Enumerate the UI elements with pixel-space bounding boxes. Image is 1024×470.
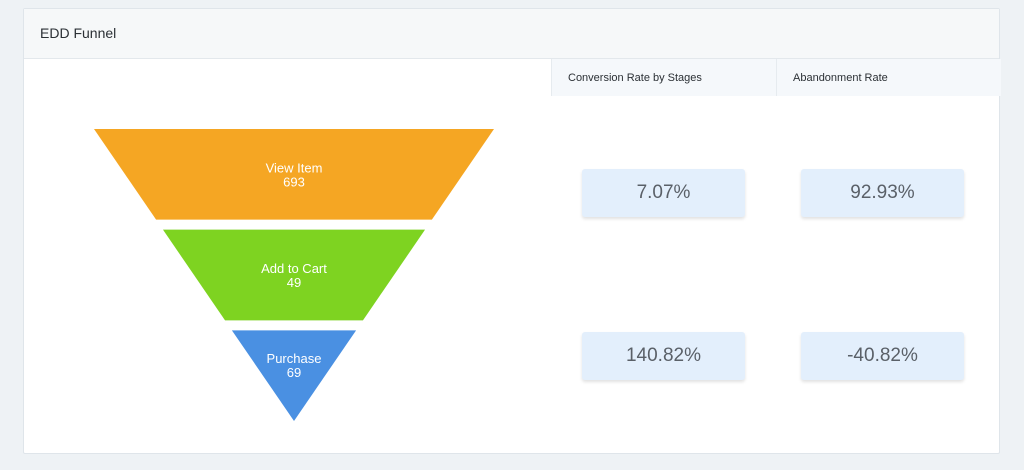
abandonment-rate-stage-1: 92.93% bbox=[801, 169, 964, 217]
funnel-stage-label: View Item bbox=[266, 160, 323, 175]
funnel-stage-label: Add to Cart bbox=[261, 261, 327, 276]
funnel-stage-value: 49 bbox=[287, 275, 301, 290]
funnel-card: EDD Funnel View Item 693 Add to Cart 49 Purc… bbox=[23, 8, 1001, 454]
funnel-stage-add-to-cart bbox=[162, 229, 426, 321]
card-header: EDD Funnel bbox=[24, 9, 999, 59]
abandonment-rate-stage-2: -40.82% bbox=[801, 332, 964, 380]
funnel-stage-label: Purchase bbox=[267, 351, 322, 366]
conversion-rate-stage-1: 7.07% bbox=[582, 169, 745, 217]
funnel-stage-view-item bbox=[94, 129, 494, 220]
conversion-rate-stage-2: 140.82% bbox=[582, 332, 745, 380]
card-title: EDD Funnel bbox=[40, 25, 117, 41]
funnel-stage-value: 693 bbox=[283, 174, 305, 189]
abandonment-rate-header: Abandonment Rate bbox=[776, 59, 1001, 96]
conversion-rate-header: Conversion Rate by Stages bbox=[551, 59, 776, 96]
funnel-stage-value: 69 bbox=[287, 365, 301, 380]
funnel-stage-purchase bbox=[231, 330, 357, 421]
